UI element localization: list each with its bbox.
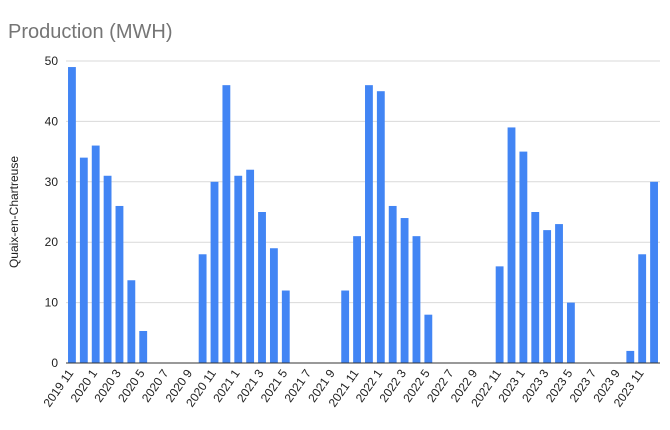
- x-tick-label: 2019 11: [41, 366, 77, 409]
- y-tick-label: 10: [45, 296, 59, 310]
- bar: [258, 212, 266, 363]
- bar: [341, 290, 350, 363]
- bar: [507, 127, 516, 363]
- bar: [234, 175, 243, 363]
- bar: [388, 205, 397, 363]
- y-tick-label: 20: [45, 235, 59, 249]
- y-tick-label: 30: [45, 175, 59, 189]
- bar: [400, 218, 409, 363]
- bar: [91, 145, 100, 363]
- bars-layer: [68, 67, 658, 363]
- bar: [79, 157, 88, 363]
- bar: [127, 280, 136, 363]
- bar: [519, 151, 528, 363]
- bar: [638, 254, 647, 363]
- bar: [365, 85, 373, 363]
- chart-title: Production (MWH): [8, 21, 172, 43]
- y-axis-label: Quaix-en-Chartreuse: [7, 156, 21, 268]
- bar: [68, 67, 76, 363]
- bar: [353, 236, 361, 363]
- bar: [543, 230, 552, 363]
- grid-layer: [66, 60, 660, 304]
- y-tick-label: 50: [45, 54, 59, 68]
- bar: [246, 169, 255, 363]
- bar: [376, 91, 385, 363]
- bar: [115, 205, 124, 363]
- bar: [139, 330, 148, 363]
- bar: [495, 266, 504, 363]
- bar: [424, 314, 433, 363]
- y-ticks-layer: 0 10 20 30 40 50: [45, 54, 59, 370]
- bar: [269, 248, 278, 363]
- bar: [103, 175, 112, 363]
- bar: [210, 181, 219, 363]
- y-tick-label: 0: [51, 356, 58, 370]
- bar: [281, 290, 290, 363]
- bar: [531, 212, 540, 363]
- bar: [650, 181, 658, 363]
- bar: [555, 224, 563, 363]
- y-tick-label: 40: [45, 114, 59, 128]
- bar: [222, 85, 231, 363]
- bar: [412, 236, 421, 363]
- bar: [626, 350, 635, 363]
- bar: [566, 302, 575, 363]
- bar: [198, 254, 207, 363]
